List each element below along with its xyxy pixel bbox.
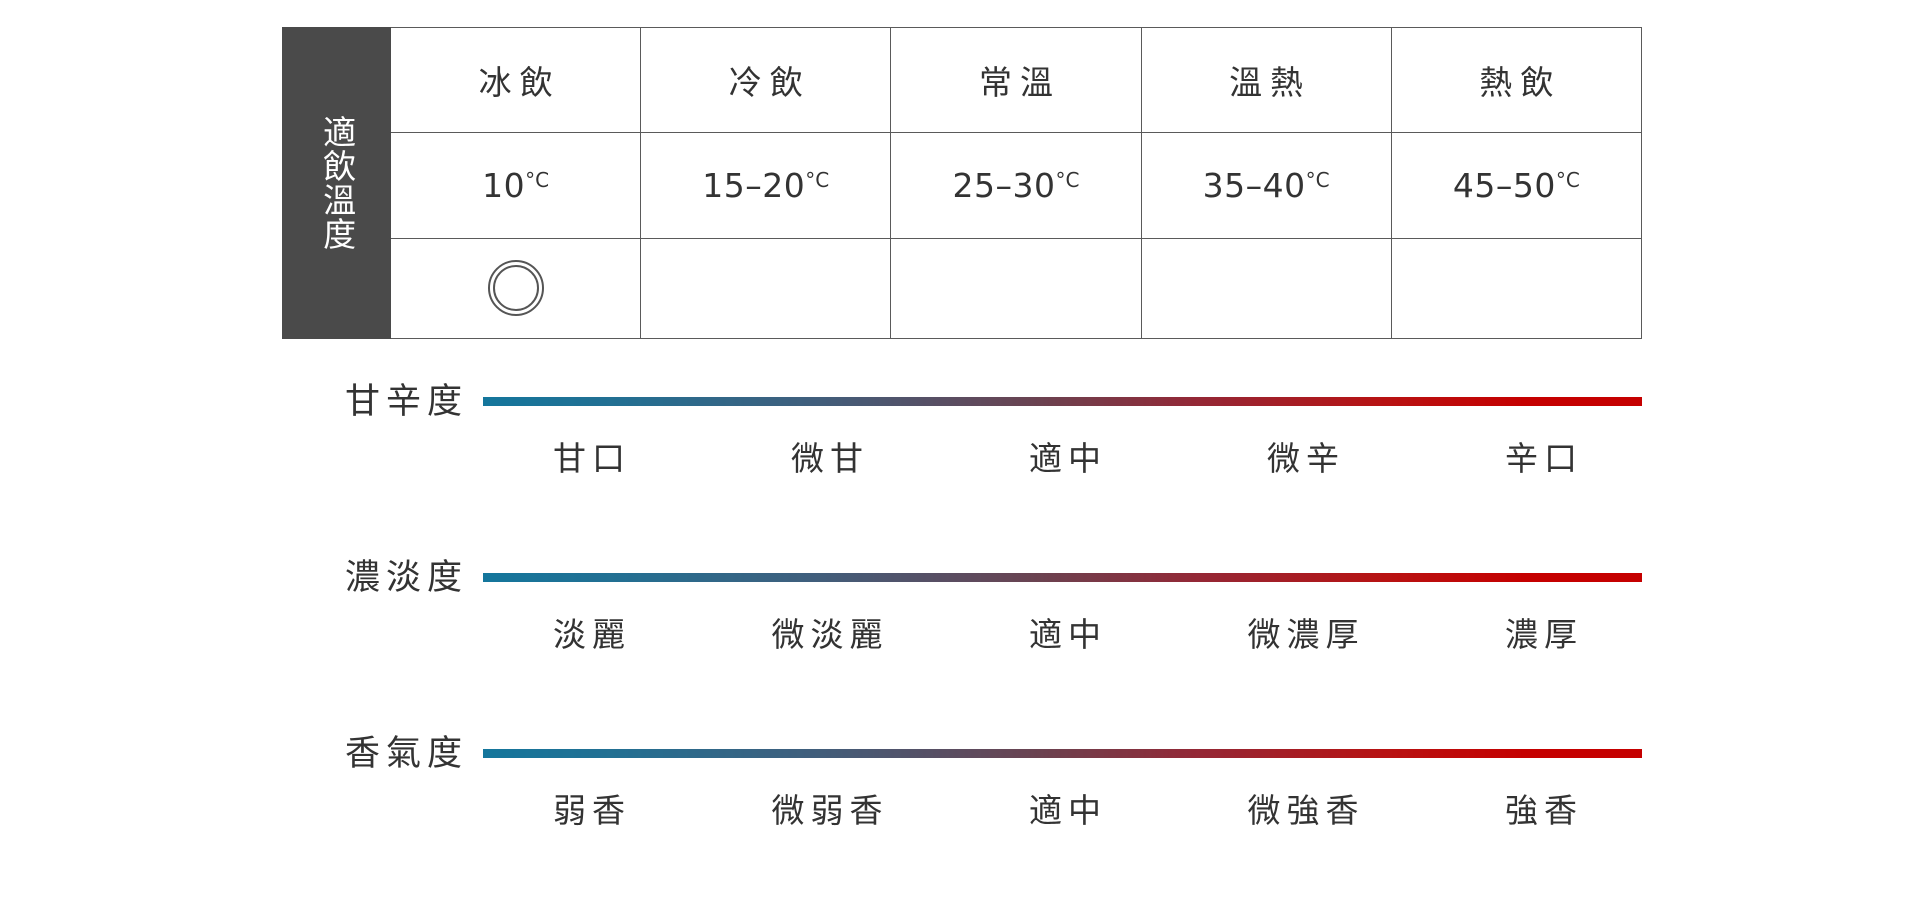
mark-cell-1 [640,237,892,340]
category-cell-4: 熱飲 [1390,26,1643,134]
scale-gradient-bar-aroma [483,749,1642,758]
temperature-cell-0: 10°C [389,132,642,239]
scale-tick-body-3: 微濃厚 [1247,615,1365,654]
scale-tick-aroma-2: 適中 [1029,791,1107,830]
mark-empty-3 [1142,239,1391,338]
scale-tick-body-2: 適中 [1029,615,1107,654]
scale-tick-body-1: 微淡麗 [771,615,889,654]
table-row-header-cell: 適飲溫度 [282,27,391,339]
mark-cell-3 [1140,237,1392,340]
table-row-header-label: 適飲溫度 [317,115,357,251]
degree-unit-1: °C [805,167,830,192]
scale-label-sweetness: 甘辛度 [344,382,468,422]
degree-unit-4: °C [1555,167,1580,192]
scale-label-body: 濃淡度 [344,558,468,598]
temperature-value-4: 45–50 [1452,165,1556,205]
scale-tick-aroma-1: 微弱香 [771,791,889,830]
temperature-table: 適飲溫度 冰飲 冷飲 常溫 溫熱 熱飲 10°C 15–20°C 25–30°C… [282,26,1643,340]
scale-tick-sweetness-4: 辛口 [1505,439,1583,478]
scale-ticks-sweetness: 甘口 微甘 適中 微辛 辛口 [470,439,1660,479]
category-cell-2: 常溫 [890,26,1142,134]
scale-gradient-bar-sweetness [483,397,1642,406]
scale-tick-body-0: 淡麗 [553,615,631,654]
taste-scales: 甘辛度 甘口 微甘 適中 微辛 辛口 濃淡度 淡麗 微淡麗 適中 微濃厚 濃厚 … [0,385,1920,913]
scale-tick-aroma-4: 強香 [1505,791,1583,830]
scale-ticks-body: 淡麗 微淡麗 適中 微濃厚 濃厚 [470,615,1660,655]
scale-tick-aroma-0: 弱香 [553,791,631,830]
mark-wrap-0 [391,239,640,338]
scale-tick-sweetness-3: 微辛 [1267,439,1345,478]
degree-unit-3: °C [1305,167,1330,192]
mark-cell-2 [890,237,1142,340]
scale-tick-body-4: 濃厚 [1505,615,1583,654]
category-cell-3: 溫熱 [1140,26,1392,134]
degree-unit-2: °C [1055,167,1080,192]
mark-empty-4 [1392,239,1641,338]
scale-tick-sweetness-0: 甘口 [553,439,631,478]
temperature-cell-3: 35–40°C [1140,132,1392,239]
scale-tick-sweetness-1: 微甘 [791,439,869,478]
temperature-value-2: 25–30 [952,165,1056,205]
scale-tick-aroma-3: 微強香 [1247,791,1365,830]
scale-row-aroma: 香氣度 弱香 微弱香 適中 微強香 強香 [0,737,1920,913]
scale-ticks-aroma: 弱香 微弱香 適中 微強香 強香 [470,791,1660,831]
mark-cell-0 [389,237,642,340]
double-circle-icon [487,260,544,317]
temperature-value-0: 10 [482,165,526,205]
temperature-cell-4: 45–50°C [1390,132,1643,239]
scale-label-aroma: 香氣度 [344,734,468,774]
category-cell-1: 冷飲 [640,26,892,134]
table-row-temperatures: 10°C 15–20°C 25–30°C 35–40°C 45–50°C [283,132,1643,239]
temperature-cell-2: 25–30°C [890,132,1142,239]
scale-row-body: 濃淡度 淡麗 微淡麗 適中 微濃厚 濃厚 [0,561,1920,737]
category-cell-0: 冰飲 [389,26,642,134]
temperature-cell-1: 15–20°C [640,132,892,239]
degree-unit-0: °C [525,167,550,192]
temperature-value-1: 15–20 [702,165,806,205]
scale-row-sweetness: 甘辛度 甘口 微甘 適中 微辛 辛口 [0,385,1920,561]
scale-tick-sweetness-2: 適中 [1029,439,1107,478]
table-row-categories: 適飲溫度 冰飲 冷飲 常溫 溫熱 熱飲 [282,26,1643,339]
mark-empty-2 [891,239,1140,338]
table-row-marks [283,237,1643,340]
mark-cell-4 [1390,237,1643,340]
drinking-temperature-table: 適飲溫度 冰飲 冷飲 常溫 溫熱 熱飲 10°C 15–20°C 25–30°C… [282,26,1643,340]
mark-empty-1 [641,239,890,338]
temperature-value-3: 35–40 [1202,165,1306,205]
scale-gradient-bar-body [483,573,1642,582]
